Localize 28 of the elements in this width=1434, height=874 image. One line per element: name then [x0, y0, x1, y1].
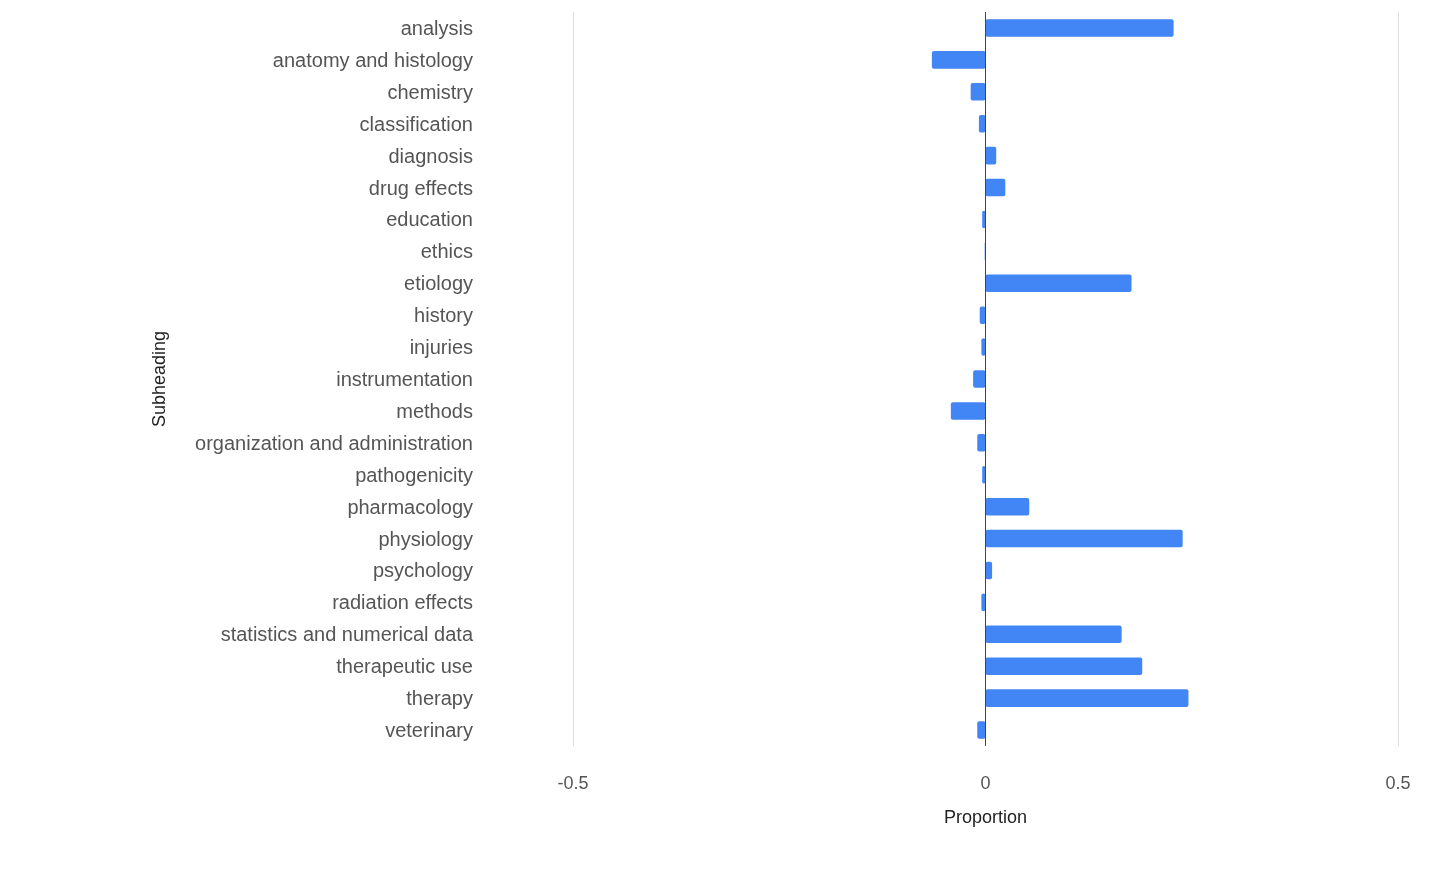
y-tick-label: ethics — [420, 240, 473, 263]
y-tick-label: etiology — [404, 272, 473, 295]
x-tick-label: 0.5 — [1385, 773, 1411, 793]
y-tick-label: organization and administration — [195, 431, 473, 454]
y-tick-label: veterinary — [385, 719, 473, 742]
y-tick-label: instrumentation — [336, 368, 473, 390]
y-tick-label: drug effects — [368, 176, 473, 199]
y-tick-label: chemistry — [387, 80, 473, 103]
x-tick-label: 0 — [980, 773, 991, 793]
y-tick-label: physiology — [378, 527, 473, 550]
x-axis-title: Proportion — [943, 807, 1028, 827]
y-tick-label: education — [386, 208, 473, 231]
y-tick-label: injuries — [409, 336, 473, 359]
y-tick-label: pathogenicity — [355, 463, 473, 486]
y-tick-label: anatomy and histology — [272, 48, 473, 71]
y-tick-label: history — [414, 304, 473, 327]
y-tick-label: radiation effects — [332, 591, 473, 614]
x-tick-label: -0.5 — [557, 773, 589, 793]
y-tick-label: psychology — [372, 559, 473, 582]
y-axis-title: Subheading — [149, 330, 169, 428]
y-tick-label: analysis — [400, 16, 473, 39]
y-tick-label: classification — [359, 112, 473, 135]
y-tick-label: therapeutic use — [336, 655, 473, 678]
y-tick-label: statistics and numerical data — [220, 623, 474, 646]
y-tick-label: therapy — [406, 687, 473, 710]
y-tick-label: diagnosis — [388, 144, 473, 167]
y-tick-label: pharmacology — [347, 495, 473, 518]
y-tick-label: methods — [396, 399, 473, 422]
